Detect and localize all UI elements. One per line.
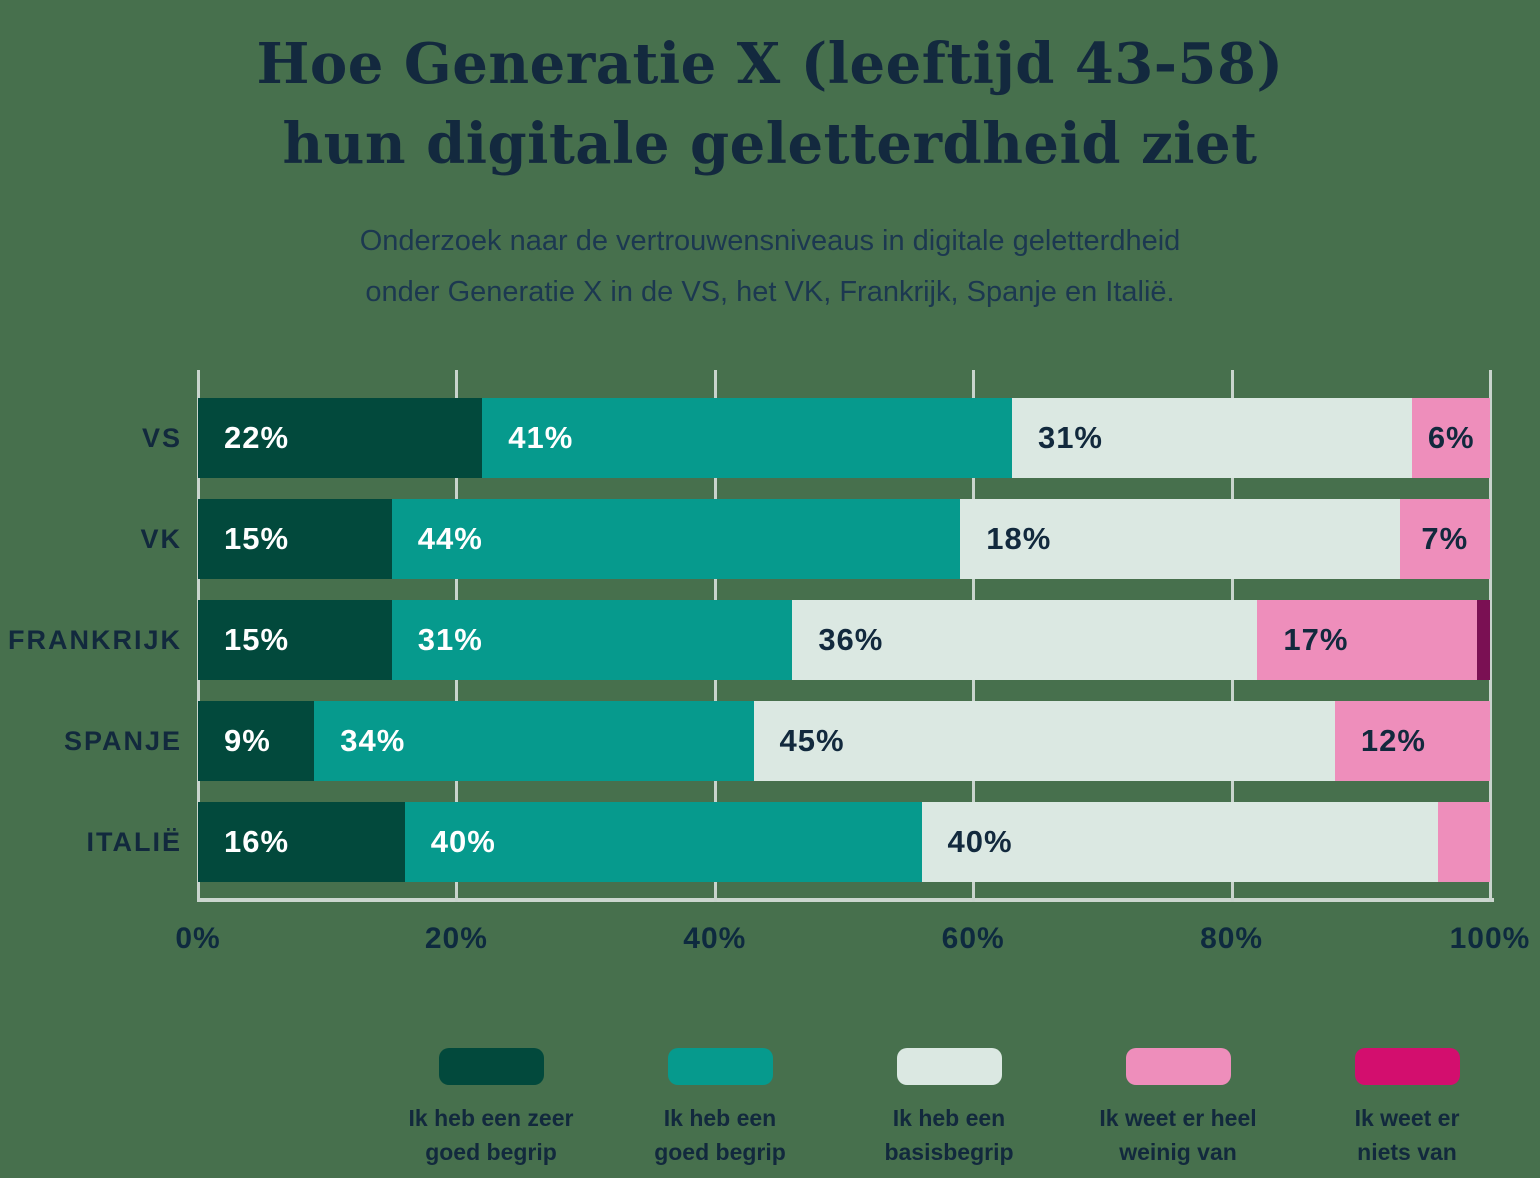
legend-label-line-1: Ik heb een [892,1105,1006,1131]
legend-label-line-1: Ik heb een zeer [408,1105,574,1131]
x-tick-label-60%: 60% [941,922,1005,955]
chart-title-line-1: Hoe Generatie X (leeftijd 43-58) [256,31,1284,97]
bar-segment-SPANJE-3: 45% [753,701,1335,781]
bar-segment-SPANJE-2: 34% [314,701,754,781]
bar-segment-ITALIË-3: 40% [921,802,1439,882]
bar-row-VK: 15% 44% 18% 7% [198,499,1490,579]
bar-segment-VS-3: 31% [1011,398,1413,478]
legend-label-line-1: Ik heb een [663,1105,777,1131]
bar-row-VS: 22% 41% 31% 6% [198,398,1490,478]
legend-label-line-2: weinig van [1119,1139,1237,1165]
bar-segment-VK-3: 18% [960,499,1400,579]
bar-segment-SPANJE-1: 9% [198,701,315,781]
x-tick-label-80%: 80% [1200,922,1264,955]
legend-swatch-3 [896,1048,1002,1085]
bar-segment-value: 15% [224,521,290,556]
bar-segment-VS-4: 6% [1412,398,1490,478]
bar-segment-value: 9% [224,723,271,758]
legend-item-1: Ik heb een zeer goed begrip [371,1048,611,1169]
bar-row-FRANKRIJK: 15% 31% 36% 17% [198,600,1490,680]
bar-segment-VK-2: 44% [391,499,961,579]
bar-segment-value: 31% [417,622,483,657]
x-tick-label-40%: 40% [683,922,747,955]
legend-label-line-2: basisbegrip [884,1139,1014,1165]
bar-row-SPANJE: 9% 34% 45% 12% [198,701,1490,781]
bar-row-ITALIË: 16% 40% 40% [198,802,1490,882]
bar-segment-FRANKRIJK-5 [1477,600,1490,680]
chart-subtitle: Onderzoek naar de vertrouwensniveaus in … [0,216,1540,318]
bar-segment-VS-1: 22% [198,398,483,478]
bar-segment-value: 31% [1037,420,1103,455]
chart-title: Hoe Generatie X (leeftijd 43-58) hun dig… [0,24,1540,184]
bar-segment-value: 18% [986,521,1052,556]
bar-segment-value: 16% [224,824,290,859]
bar-segment-value: 34% [340,723,406,758]
legend-label-line-1: Ik weet er heel [1099,1105,1257,1131]
x-axis-line [198,898,1494,902]
legend-label-1: Ik heb een zeer goed begrip [371,1101,611,1169]
legend-label-2: Ik heb een goed begrip [600,1101,840,1169]
legend-label-4: Ik weet er heel weinig van [1058,1101,1298,1169]
bar-segment-value: 36% [818,622,884,657]
category-label-SPANJE: SPANJE [63,726,182,756]
legend-swatch-1 [438,1048,544,1085]
legend-swatch-4 [1125,1048,1231,1085]
bar-segment-value: 40% [430,824,496,859]
bar-segment-ITALIË-1: 16% [198,802,405,882]
gridline-100% [1489,370,1492,902]
bar-segment-VK-1: 15% [198,499,392,579]
legend-label-line-2: niets van [1357,1139,1457,1165]
legend-item-5: Ik weet er niets van [1287,1048,1527,1169]
x-tick-label-100%: 100% [1449,922,1531,955]
x-tick-label-20%: 20% [424,922,488,955]
category-label-VS: VS [141,423,182,453]
chart-subtitle-line-2: onder Generatie X in de VS, het VK, Fran… [365,276,1175,308]
category-label-FRANKRIJK: FRANKRIJK [7,625,182,655]
legend-label-line-2: goed begrip [425,1139,557,1165]
category-label-VK: VK [140,524,182,554]
legend-swatch-5 [1354,1048,1460,1085]
bar-segment-value: 15% [224,622,290,657]
bar-segment-value: 22% [224,420,290,455]
legend-label-line-2: goed begrip [654,1139,786,1165]
bar-segment-ITALIË-2: 40% [404,802,922,882]
bar-segment-FRANKRIJK-4: 17% [1257,600,1478,680]
bar-segment-SPANJE-4: 12% [1334,701,1490,781]
bar-segment-VK-4: 7% [1399,499,1490,579]
bar-segment-value: 6% [1427,420,1475,455]
chart-title-line-2: hun digitale geletterdheid ziet [282,111,1258,177]
bar-segment-value: 7% [1421,521,1469,556]
bar-segment-FRANKRIJK-3: 36% [792,600,1258,680]
legend-item-3: Ik heb een basisbegrip [829,1048,1069,1169]
bar-segment-value: 44% [417,521,483,556]
bar-segment-VS-2: 41% [482,398,1012,478]
bar-segment-value: 40% [947,824,1013,859]
bar-segment-value: 12% [1360,723,1426,758]
bar-segment-ITALIË-4 [1438,802,1490,882]
plot-area: 22% 41% 31% 6% 15% 44% 18% 7% 15% 31% 36% 17% 9% 34% 4… [197,370,1494,902]
legend-swatch-2 [667,1048,773,1085]
bar-segment-value: 17% [1283,622,1349,657]
bar-segment-FRANKRIJK-2: 31% [391,600,793,680]
category-label-ITALIË: ITALIË [86,827,182,857]
legend-label-5: Ik weet er niets van [1287,1101,1527,1169]
bar-segment-value: 41% [508,420,574,455]
x-tick-label-0%: 0% [175,922,221,955]
bar-segment-FRANKRIJK-1: 15% [198,600,392,680]
bar-segment-value: 45% [779,723,845,758]
chart-subtitle-line-1: Onderzoek naar de vertrouwensniveaus in … [359,225,1181,257]
legend-label-3: Ik heb een basisbegrip [829,1101,1069,1169]
legend-item-4: Ik weet er heel weinig van [1058,1048,1298,1169]
legend-label-line-1: Ik weet er [1354,1105,1460,1131]
legend-item-2: Ik heb een goed begrip [600,1048,840,1169]
